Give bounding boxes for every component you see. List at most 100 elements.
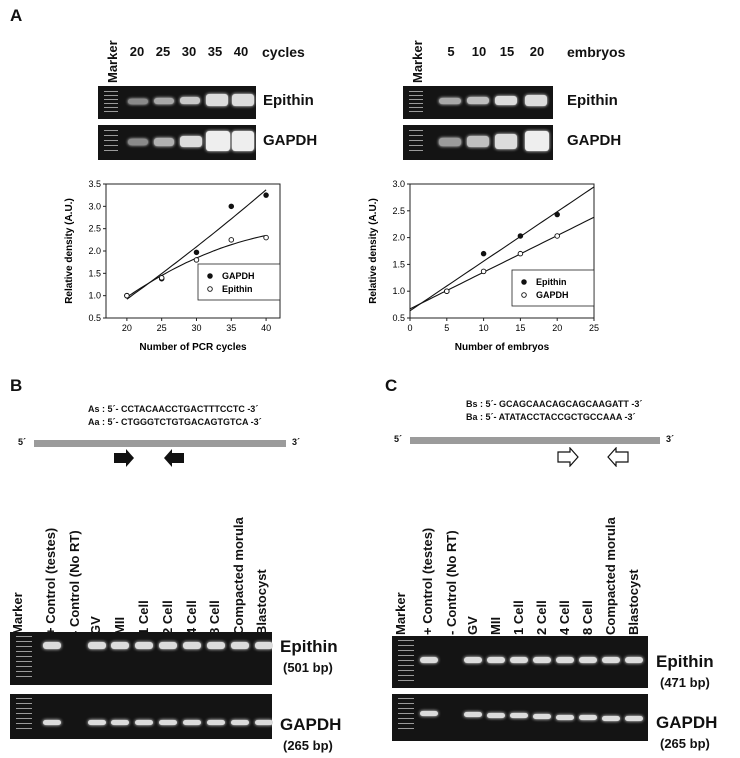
data-point [480, 268, 487, 275]
y-tick-label: 2.0 [392, 233, 405, 243]
panel-c-row2-bp: (265 bp) [660, 736, 710, 751]
ladder-band [398, 650, 414, 651]
gel-band [43, 642, 61, 649]
panel-b-primer-sense: As : 5´- CCTACAACCTGACTTTCCTC -3´ [88, 404, 259, 414]
ladder-band [16, 698, 32, 699]
y-axis-label: Relative density (A.U.) [64, 198, 75, 304]
gel-band [255, 720, 273, 725]
gel-band [231, 642, 249, 649]
panel-b-gene-bar [34, 440, 286, 447]
lane-label: Blastocyst [254, 569, 269, 635]
gel-band [88, 720, 106, 725]
gel-band [464, 657, 482, 663]
forward-primer-arrow-icon [557, 447, 579, 467]
ladder-band [16, 723, 32, 724]
panel-a-letter: A [10, 6, 23, 25]
panel-b-row2-bp: (265 bp) [283, 738, 333, 753]
lane-label: 2 Cell [160, 600, 175, 635]
x-tick-label: 15 [515, 323, 525, 333]
series-fit-line [409, 186, 595, 312]
plot-frame [409, 183, 595, 319]
gel-a2-lane-label: 10 [471, 44, 487, 59]
y-tick-label: 1.0 [88, 291, 101, 301]
gel-band [207, 642, 225, 649]
x-tick-label: 10 [479, 323, 489, 333]
lane-label: Compacted morula [231, 517, 246, 635]
gel-a1-marker-label: Marker [105, 40, 120, 83]
gel-a2-row-epithin: Epithin [567, 92, 618, 109]
ladder-band [16, 703, 32, 704]
gel-band [579, 715, 597, 721]
lane-label: Blastocyst [626, 569, 641, 635]
reverse-primer-arrow-icon [164, 449, 184, 467]
legend-label: GAPDH [222, 271, 255, 281]
y-tick-label: 2.5 [392, 206, 405, 216]
gel-band [135, 642, 153, 649]
data-point [444, 288, 450, 294]
ladder-band [16, 708, 32, 709]
legend-box [197, 263, 281, 301]
lane-label: + Control (testes) [420, 527, 435, 635]
gel-a1-gapdh-strip [98, 125, 256, 160]
panel-c-gapdh-gel [392, 694, 648, 741]
lane-label: Compacted morula [603, 517, 618, 635]
x-axis-label: Number of embryos [455, 342, 550, 353]
panel-c-row1-bp: (471 bp) [660, 675, 710, 690]
gel-band [88, 642, 106, 649]
data-point [517, 233, 524, 239]
panel-c-row2-label: GAPDH [656, 713, 718, 732]
gel-a2-lane-label: 15 [499, 44, 515, 59]
gel-a1-unit: cycles [262, 44, 305, 60]
legend-marker [207, 286, 213, 292]
legend-label: Epithin [536, 277, 567, 287]
lane-label: MII [488, 616, 503, 635]
gel-band [625, 657, 643, 663]
data-point [193, 249, 200, 256]
data-point [554, 211, 560, 218]
ladder-band [398, 698, 414, 699]
ladder-band [398, 670, 414, 671]
panel-b-three-prime: 3´ [292, 437, 301, 447]
y-tick-label: 3.0 [88, 201, 101, 211]
lane-label: 1 Cell [136, 600, 151, 635]
y-tick-label: 1.0 [392, 286, 405, 296]
lane-label: Marker [10, 592, 25, 635]
panel-c-primer-sense: Bs : 5´- GCAGCAACAGCAGCAAGATT -3´ [466, 399, 643, 409]
x-tick-label: 20 [552, 323, 562, 333]
series-fit-line [409, 216, 595, 310]
gel-a2-marker-label: Marker [410, 40, 425, 83]
ladder-band [398, 665, 414, 666]
gel-band [255, 642, 273, 649]
gel-band [183, 642, 201, 649]
panel-b-primer-antisense: Aa : 5´- CTGGGTCTGTGACAGTGTCA -3´ [88, 417, 262, 427]
ladder-band [16, 718, 32, 719]
data-point [263, 192, 269, 198]
lane-label: 8 Cell [207, 600, 222, 635]
y-tick-label: 1.5 [392, 259, 405, 269]
gel-band [231, 720, 249, 725]
x-tick-label: 0 [407, 323, 412, 333]
lane-label: - Control (No RT) [67, 530, 82, 635]
lane-label: 4 Cell [184, 600, 199, 635]
ladder-band [16, 636, 32, 637]
data-point [228, 237, 235, 243]
gel-band [111, 720, 129, 725]
gel-a1-lane-label: 20 [129, 44, 145, 59]
panel-b-five-prime: 5´ [18, 437, 27, 447]
gel-band [487, 712, 505, 718]
legend-box [511, 269, 595, 307]
gel-a1-lane-label: 40 [233, 44, 249, 59]
x-tick-label: 35 [226, 323, 236, 333]
panel-c-gene-bar [410, 437, 660, 444]
chart-embryos: 0 5 10 15 20 25 0.5 1.0 1.5 2.0 2.5 3.0 Number of em… [368, 179, 599, 353]
gel-band [510, 713, 528, 719]
y-tick-label: 2.0 [88, 246, 101, 256]
ladder-band [16, 713, 32, 714]
gel-a1-row-gapdh: GAPDH [263, 132, 318, 149]
panel-b-epithin-gel [10, 632, 273, 685]
lane-label: 4 Cell [557, 600, 572, 635]
ladder-band [398, 675, 414, 676]
gel-band [625, 716, 643, 722]
ladder-band [16, 676, 32, 677]
gel-a1-lane-label: 25 [155, 44, 171, 59]
